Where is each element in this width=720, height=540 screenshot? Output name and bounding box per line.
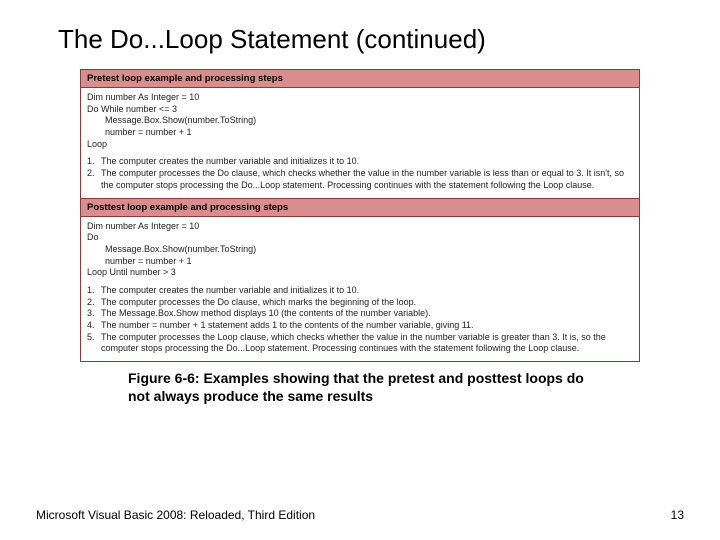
step-text: The Message.Box.Show method displays 10 … [101, 308, 633, 320]
step-item: 5. The computer processes the Loop claus… [87, 332, 633, 355]
posttest-box: Posttest loop example and processing ste… [80, 199, 640, 363]
code-line: number = number + 1 [87, 127, 633, 139]
code-line: Do [87, 232, 633, 244]
step-text: The computer processes the Loop clause, … [101, 332, 633, 355]
pretest-box: Pretest loop example and processing step… [80, 69, 640, 199]
code-line: Dim number As Integer = 10 [87, 221, 633, 233]
page-number: 13 [671, 508, 684, 522]
posttest-body: Dim number As Integer = 10 Do Message.Bo… [81, 217, 639, 362]
pretest-body: Dim number As Integer = 10 Do While numb… [81, 88, 639, 198]
footer-text: Microsoft Visual Basic 2008: Reloaded, T… [36, 508, 315, 522]
step-number: 4. [87, 320, 101, 332]
step-number: 1. [87, 156, 101, 168]
code-line: Do While number <= 3 [87, 104, 633, 116]
step-item: 2. The computer processes the Do clause,… [87, 297, 633, 309]
step-item: 1. The computer creates the number varia… [87, 156, 633, 168]
code-line: Loop Until number > 3 [87, 267, 633, 279]
code-line: Loop [87, 139, 633, 151]
step-item: 4. The number = number + 1 statement add… [87, 320, 633, 332]
step-item: 2. The computer processes the Do clause,… [87, 168, 633, 191]
code-line: Message.Box.Show(number.ToString) [87, 244, 633, 256]
step-number: 3. [87, 308, 101, 320]
code-line: Message.Box.Show(number.ToString) [87, 115, 633, 127]
figure-caption: Figure 6-6: Examples showing that the pr… [128, 370, 608, 405]
step-number: 2. [87, 168, 101, 191]
code-line: number = number + 1 [87, 256, 633, 268]
step-item: 1. The computer creates the number varia… [87, 285, 633, 297]
step-item: 3. The Message.Box.Show method displays … [87, 308, 633, 320]
figure-container: Pretest loop example and processing step… [80, 69, 640, 362]
step-number: 1. [87, 285, 101, 297]
step-text: The number = number + 1 statement adds 1… [101, 320, 633, 332]
step-text: The computer processes the Do clause, wh… [101, 297, 633, 309]
step-number: 2. [87, 297, 101, 309]
step-number: 5. [87, 332, 101, 355]
slide-title: The Do...Loop Statement (continued) [0, 0, 720, 55]
code-line: Dim number As Integer = 10 [87, 92, 633, 104]
step-text: The computer creates the number variable… [101, 285, 633, 297]
step-text: The computer processes the Do clause, wh… [101, 168, 633, 191]
posttest-header: Posttest loop example and processing ste… [81, 199, 639, 217]
pretest-header: Pretest loop example and processing step… [81, 70, 639, 88]
step-text: The computer creates the number variable… [101, 156, 633, 168]
